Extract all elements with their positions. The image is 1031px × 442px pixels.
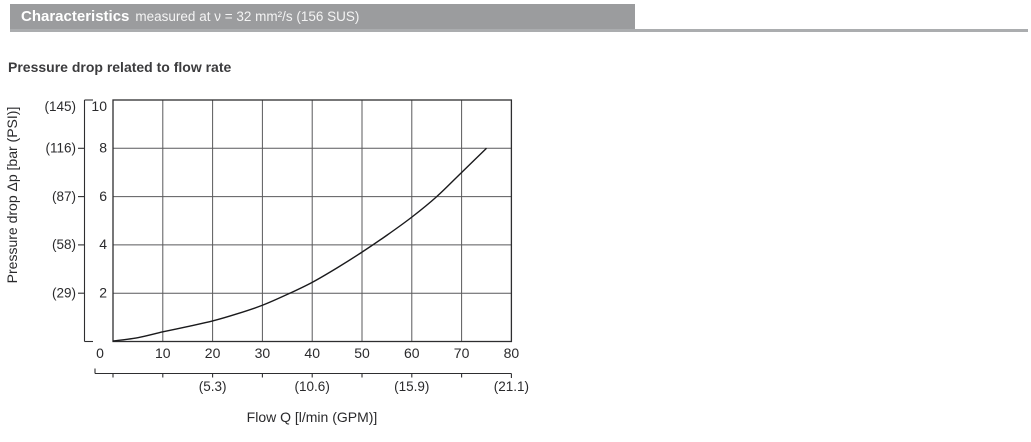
gpm-axis	[94, 368, 512, 378]
y-tick-bar-6: 6	[99, 188, 107, 204]
x-tick-80: 80	[504, 345, 520, 361]
x-tick-20: 20	[205, 345, 221, 361]
characteristics-header-bar: Characteristics measured at ν = 32 mm²/s…	[10, 4, 635, 29]
psi-bracket-axis	[78, 99, 93, 343]
x-axis-gpm-labels: (5.3) (10.6) (15.9) (21.1)	[199, 379, 529, 394]
y-axis-title: Pressure drop Δp [bar (PSI)]	[4, 107, 20, 284]
y-tick-psi-116: (116)	[45, 141, 76, 156]
x-tick-40: 40	[304, 345, 320, 361]
x-tick-60: 60	[404, 345, 420, 361]
y-tick-bar-8: 8	[99, 140, 107, 156]
x-axis-lmin-labels: 0 10 20 30 40 50 60 70 80	[96, 345, 519, 361]
y-tick-bar-2: 2	[99, 284, 107, 300]
x-tick-gpm-21.1: (21.1)	[494, 379, 529, 394]
y-tick-psi-58: (58)	[52, 237, 76, 252]
y-tick-psi-145: (145)	[44, 99, 76, 114]
y-tick-psi-87: (87)	[52, 189, 76, 204]
x-tick-30: 30	[255, 345, 271, 361]
x-tick-0: 0	[96, 345, 104, 361]
x-tick-gpm-5.3: (5.3)	[199, 379, 227, 394]
grid-lines	[112, 99, 513, 343]
chart-svg: Pressure drop Δp [bar (PSI)] (145) (116)…	[4, 98, 529, 425]
y-axis-bar-labels: 10 8 6 4 2	[91, 98, 107, 300]
y-axis-psi-labels: (145) (116) (87) (58) (29)	[44, 99, 76, 300]
header-rule	[10, 29, 1028, 32]
x-axis-title: Flow Q [l/min (GPM)]	[247, 409, 378, 425]
y-tick-bar-10: 10	[91, 98, 107, 114]
x-tick-gpm-15.9: (15.9)	[394, 379, 429, 394]
y-tick-bar-4: 4	[99, 236, 107, 252]
x-tick-50: 50	[354, 345, 370, 361]
x-tick-gpm-10.6: (10.6)	[295, 379, 330, 394]
header-subtitle: measured at ν = 32 mm²/s (156 SUS)	[135, 9, 360, 24]
header-title: Characteristics	[21, 8, 130, 25]
chart-title: Pressure drop related to flow rate	[8, 59, 232, 75]
pressure-drop-chart: Pressure drop Δp [bar (PSI)] (145) (116)…	[0, 90, 580, 437]
y-tick-psi-29: (29)	[52, 285, 76, 300]
x-tick-70: 70	[454, 345, 470, 361]
plot-curve	[112, 147, 487, 342]
x-tick-10: 10	[155, 345, 171, 361]
